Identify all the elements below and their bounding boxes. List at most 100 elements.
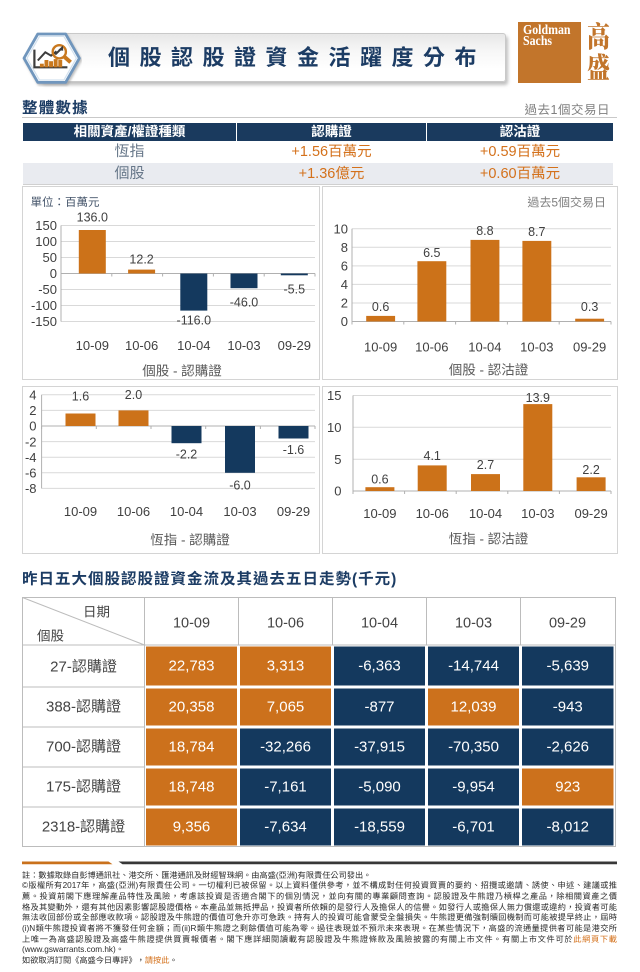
svg-text:-5,090: -5,090: [358, 779, 401, 796]
svg-text:10-04: 10-04: [177, 338, 210, 353]
svg-text:過去5個交易日: 過去5個交易日: [527, 196, 606, 210]
svg-text:2.0: 2.0: [125, 387, 142, 401]
svg-text:-14,744: -14,744: [448, 658, 499, 675]
svg-text:09-29: 09-29: [572, 339, 605, 354]
svg-text:10-03: 10-03: [521, 506, 554, 521]
svg-text:10-06: 10-06: [415, 506, 448, 521]
svg-text:-18,559: -18,559: [354, 819, 405, 836]
svg-text:-100: -100: [31, 298, 57, 313]
svg-text:388-認購證: 388-認購證: [46, 699, 121, 716]
svg-text:0: 0: [29, 418, 36, 433]
svg-text:10-09: 10-09: [173, 616, 210, 632]
svg-text:10-03: 10-03: [227, 338, 260, 353]
svg-text:-6,363: -6,363: [358, 658, 401, 675]
svg-text:13.9: 13.9: [525, 391, 549, 405]
svg-text:-7,634: -7,634: [264, 819, 307, 836]
svg-text:22,783: 22,783: [169, 658, 215, 675]
svg-text:單位：百萬元: 單位：百萬元: [31, 196, 100, 209]
svg-text:-2: -2: [25, 434, 37, 449]
svg-text:個股: 個股: [37, 629, 64, 644]
svg-text:10-04: 10-04: [170, 503, 203, 518]
svg-text:27-認購證: 27-認購證: [50, 659, 117, 676]
svg-text:3,313: 3,313: [267, 658, 305, 675]
svg-text:-46.0: -46.0: [230, 295, 259, 309]
svg-text:6.5: 6.5: [423, 246, 440, 260]
svg-text:-2.2: -2.2: [176, 447, 198, 461]
svg-text:10-04: 10-04: [468, 506, 501, 521]
svg-text:-8,012: -8,012: [546, 819, 589, 836]
svg-text:-4: -4: [25, 449, 37, 464]
svg-text:10-09: 10-09: [363, 506, 396, 521]
svg-text:18,748: 18,748: [169, 779, 215, 796]
svg-text:10-03: 10-03: [455, 616, 492, 632]
svg-text:10-04: 10-04: [361, 616, 398, 632]
svg-text:2: 2: [340, 296, 347, 311]
svg-text:-2,626: -2,626: [546, 739, 589, 756]
svg-text:12,039: 12,039: [451, 699, 497, 716]
svg-text:10-09: 10-09: [363, 339, 396, 354]
svg-text:-6.0: -6.0: [229, 478, 251, 492]
svg-text:10-09: 10-09: [76, 338, 109, 353]
svg-text:0: 0: [50, 266, 57, 281]
svg-text:-877: -877: [364, 699, 394, 716]
svg-text:136.0: 136.0: [77, 210, 108, 224]
svg-text:-32,266: -32,266: [260, 739, 311, 756]
svg-text:09-29: 09-29: [277, 503, 310, 518]
svg-text:-7,161: -7,161: [264, 779, 307, 796]
svg-text:09-29: 09-29: [549, 616, 586, 632]
svg-text:個股 - 認購證: 個股 - 認購證: [142, 364, 222, 379]
svg-text:7,065: 7,065: [267, 699, 305, 716]
svg-text:50: 50: [43, 250, 57, 265]
svg-text:175-認購證: 175-認購證: [46, 779, 121, 796]
svg-text:6: 6: [340, 259, 347, 274]
svg-text:2.7: 2.7: [476, 457, 493, 471]
svg-text:日期: 日期: [83, 605, 110, 620]
svg-text:-150: -150: [31, 314, 57, 329]
svg-text:0.6: 0.6: [371, 300, 388, 314]
svg-text:150: 150: [35, 218, 57, 233]
svg-text:4: 4: [29, 387, 36, 402]
svg-text:-1.6: -1.6: [283, 443, 305, 457]
svg-text:8.7: 8.7: [528, 225, 545, 239]
svg-text:0: 0: [340, 314, 347, 329]
svg-text:個股 - 認沽證: 個股 - 認沽證: [448, 363, 528, 378]
svg-text:09-29: 09-29: [574, 506, 607, 521]
svg-text:10-04: 10-04: [468, 339, 501, 354]
svg-text:10-03: 10-03: [223, 503, 256, 518]
svg-text:2.2: 2.2: [582, 462, 599, 476]
svg-text:-6: -6: [25, 465, 37, 480]
svg-text:0.3: 0.3: [580, 300, 597, 314]
svg-text:4: 4: [340, 277, 347, 292]
svg-text:5: 5: [334, 451, 341, 466]
svg-text:20,358: 20,358: [169, 699, 215, 716]
svg-text:700-認購證: 700-認購證: [46, 739, 121, 756]
svg-text:18,784: 18,784: [169, 739, 215, 756]
svg-text:-943: -943: [553, 699, 583, 716]
svg-text:-116.0: -116.0: [177, 313, 212, 327]
svg-text:-6,701: -6,701: [452, 819, 495, 836]
svg-text:1.6: 1.6: [72, 389, 89, 403]
svg-text:15: 15: [327, 388, 341, 403]
svg-text:-5,639: -5,639: [546, 658, 589, 675]
svg-text:10-06: 10-06: [125, 338, 158, 353]
svg-text:2: 2: [29, 403, 36, 418]
svg-text:10: 10: [327, 420, 341, 435]
svg-text:0: 0: [334, 483, 341, 498]
svg-text:-5.5: -5.5: [284, 282, 306, 296]
svg-text:12.2: 12.2: [129, 253, 153, 267]
svg-text:8: 8: [340, 240, 347, 255]
svg-text:10-03: 10-03: [520, 339, 553, 354]
svg-text:8.8: 8.8: [476, 224, 493, 238]
svg-text:100: 100: [35, 234, 57, 249]
svg-text:-8: -8: [25, 481, 37, 496]
svg-text:-37,915: -37,915: [354, 739, 405, 756]
svg-text:10-09: 10-09: [64, 503, 97, 518]
svg-text:9,356: 9,356: [173, 819, 211, 836]
svg-text:-70,350: -70,350: [448, 739, 499, 756]
svg-text:-9,954: -9,954: [452, 779, 495, 796]
svg-text:2318-認購證: 2318-認購證: [42, 819, 125, 836]
svg-text:4.1: 4.1: [423, 449, 440, 463]
svg-text:-50: -50: [38, 282, 57, 297]
svg-text:0.6: 0.6: [371, 472, 388, 486]
svg-text:09-29: 09-29: [278, 338, 311, 353]
